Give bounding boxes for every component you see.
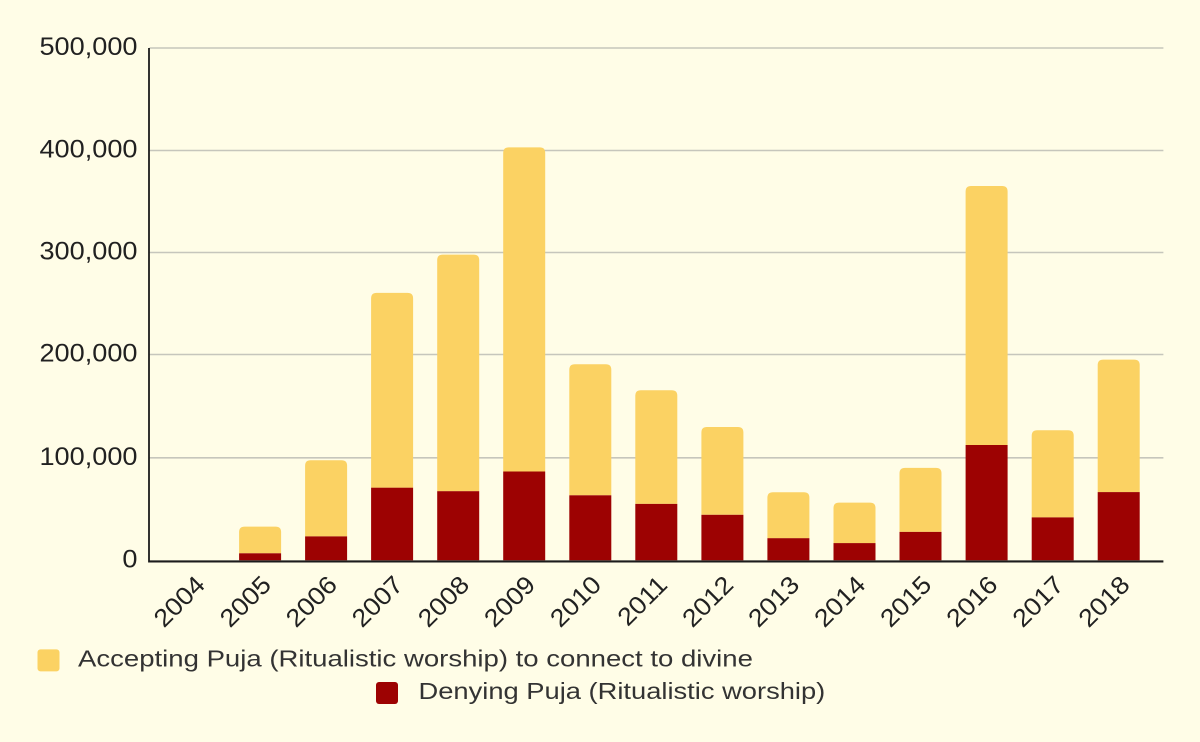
- svg-text:200,000: 200,000: [39, 338, 137, 367]
- svg-text:Denying Puja (Ritualistic wors: Denying Puja (Ritualistic worship): [419, 679, 826, 705]
- svg-text:Accepting Puja (Ritualistic wo: Accepting Puja (Ritualistic worship) to …: [78, 646, 753, 672]
- svg-text:400,000: 400,000: [39, 134, 137, 163]
- svg-text:300,000: 300,000: [39, 236, 137, 265]
- svg-text:500,000: 500,000: [39, 32, 137, 61]
- svg-text:0: 0: [122, 544, 137, 573]
- svg-text:100,000: 100,000: [39, 442, 137, 471]
